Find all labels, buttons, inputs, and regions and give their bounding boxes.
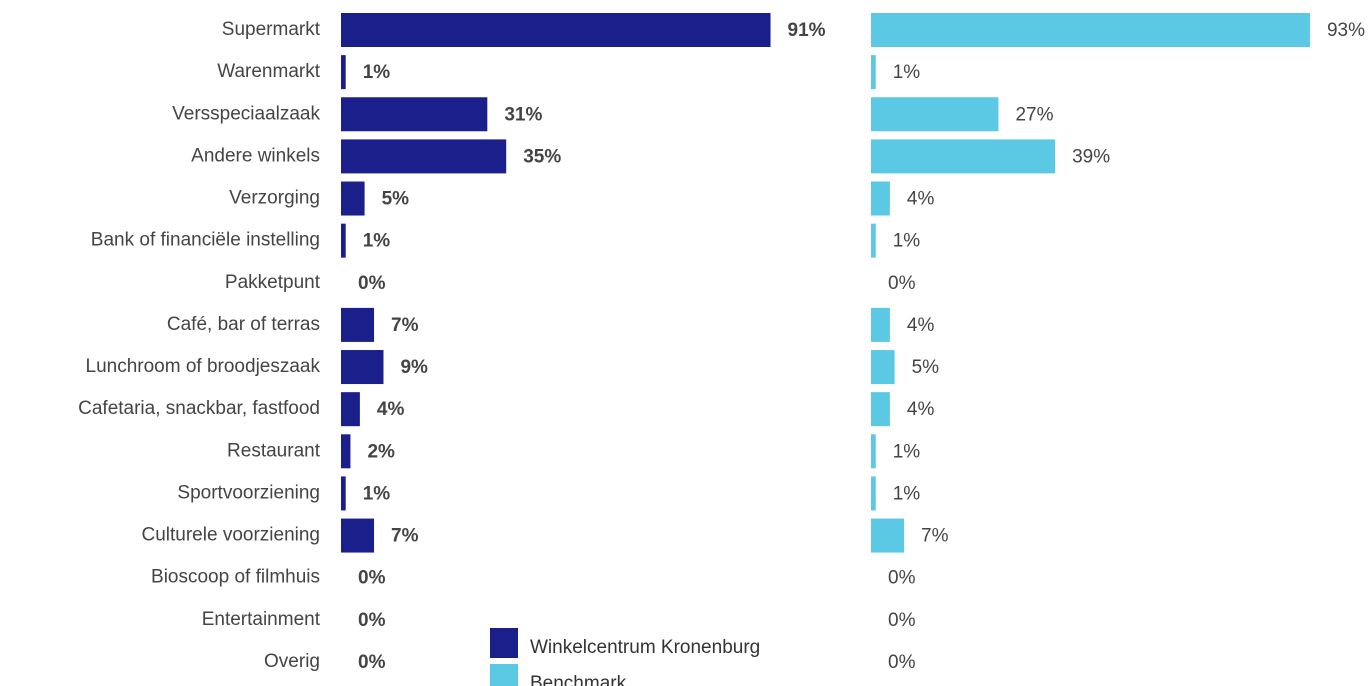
value-label: 0% xyxy=(358,610,386,631)
category-label: Bank of financiële instelling xyxy=(91,230,320,251)
category-label: Warenmarkt xyxy=(217,61,320,82)
category-label: Sportvoorziening xyxy=(177,482,320,503)
value-label: 31% xyxy=(504,104,542,125)
bar xyxy=(871,55,876,90)
bar xyxy=(341,97,488,132)
bar xyxy=(871,139,1056,174)
value-label: 1% xyxy=(363,231,391,252)
category-label: Culturele voorziening xyxy=(142,525,321,546)
category-label: Cafetaria, snackbar, fastfood xyxy=(78,398,320,419)
value-label: 93% xyxy=(1327,20,1365,41)
value-label: 1% xyxy=(893,231,921,252)
value-label: 0% xyxy=(358,273,386,294)
bar xyxy=(871,518,905,553)
value-label: 4% xyxy=(907,315,935,336)
bar xyxy=(341,13,771,47)
bar xyxy=(341,476,346,511)
bar xyxy=(341,181,365,216)
value-label: 5% xyxy=(912,357,940,378)
value-label: 1% xyxy=(363,62,391,83)
bar xyxy=(871,392,890,427)
value-label: 4% xyxy=(907,399,935,420)
value-label: 0% xyxy=(888,273,916,294)
bar xyxy=(871,307,890,342)
bar xyxy=(341,139,507,174)
value-label: 0% xyxy=(888,610,916,631)
legend-swatch xyxy=(490,664,518,686)
category-label: Lunchroom of broodjeszaak xyxy=(86,356,321,377)
value-label: 27% xyxy=(1015,104,1053,125)
value-label: 91% xyxy=(788,20,826,41)
value-label: 1% xyxy=(363,483,391,504)
bar xyxy=(871,97,999,132)
bar xyxy=(341,307,375,342)
value-label: 4% xyxy=(907,189,935,210)
value-label: 39% xyxy=(1072,146,1110,167)
value-label: 1% xyxy=(893,441,921,462)
legend-swatch xyxy=(490,628,518,658)
value-label: 7% xyxy=(921,526,949,547)
bar xyxy=(871,181,890,216)
legend-label: Winkelcentrum Kronenburg xyxy=(530,637,760,658)
value-label: 7% xyxy=(391,526,419,547)
value-label: 1% xyxy=(893,62,921,83)
legend-label: Benchmark xyxy=(530,673,627,686)
category-label: Verzorging xyxy=(229,188,320,209)
category-label: Versspeciaalzaak xyxy=(172,103,320,124)
value-label: 35% xyxy=(523,146,561,167)
value-label: 0% xyxy=(888,652,916,673)
bar xyxy=(341,55,346,90)
category-label: Pakketpunt xyxy=(225,272,321,293)
value-label: 5% xyxy=(382,189,410,210)
value-label: 0% xyxy=(358,568,386,589)
value-label: 7% xyxy=(391,315,419,336)
bar xyxy=(341,434,351,469)
category-label: Café, bar of terras xyxy=(167,314,320,335)
value-label: 0% xyxy=(358,652,386,673)
value-label: 9% xyxy=(400,357,428,378)
bar xyxy=(341,392,360,427)
value-label: 0% xyxy=(888,568,916,589)
category-label: Overig xyxy=(264,651,320,672)
value-label: 2% xyxy=(367,441,395,462)
bar xyxy=(871,434,876,469)
category-label: Andere winkels xyxy=(191,145,320,166)
bar xyxy=(871,13,1310,47)
category-label: Entertainment xyxy=(202,609,321,630)
category-label: Supermarkt xyxy=(222,19,321,40)
bar xyxy=(341,518,375,553)
bar xyxy=(871,350,895,385)
category-label: Restaurant xyxy=(227,440,321,461)
category-label: Bioscoop of filmhuis xyxy=(151,567,320,588)
bar xyxy=(871,223,876,258)
bar xyxy=(871,476,876,511)
value-label: 1% xyxy=(893,483,921,504)
bar xyxy=(341,350,384,385)
value-label: 4% xyxy=(377,399,405,420)
bar xyxy=(341,223,346,258)
